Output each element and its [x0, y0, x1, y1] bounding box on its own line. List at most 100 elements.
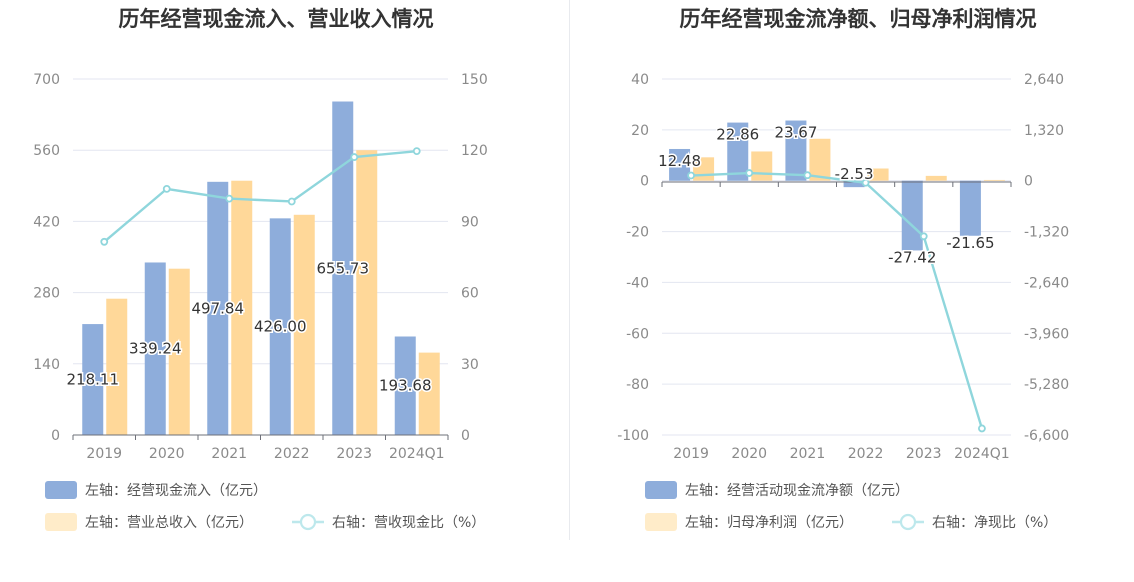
data-label: 339.24 — [129, 340, 182, 358]
right-tick-label: 60 — [461, 286, 479, 302]
legend-swatch-series-1 — [645, 481, 677, 499]
chart-title: 历年经营现金流净额、归母净利润情况 — [680, 7, 1037, 31]
line-point — [687, 171, 695, 180]
left-tick-label: 0 — [51, 428, 60, 444]
right-tick-label: -2,640 — [1024, 275, 1069, 291]
right-tick-label: 2,640 — [1024, 72, 1064, 88]
line-series — [103, 149, 417, 243]
data-label: 655.73 — [317, 260, 370, 278]
bar-series-1 — [394, 336, 416, 435]
line-point — [745, 169, 754, 177]
line-point — [287, 197, 296, 206]
bar-series-2 — [867, 168, 889, 181]
legend-label: 右轴：净现比（%） — [932, 515, 1057, 531]
bar-series-2 — [356, 150, 378, 435]
category-label: 2023 — [906, 446, 942, 462]
line-point — [803, 171, 812, 180]
legend-label: 右轴：营收现金比（%） — [332, 515, 485, 531]
chart-net-cashflow-profit: 历年经营现金流净额、归母净利润情况 -100 -80 -60 -40 -20 0 20 40 -6… — [617, 7, 1069, 531]
bar-series-1 — [144, 262, 166, 435]
left-tick-label: 140 — [33, 357, 60, 373]
line-point — [162, 184, 171, 193]
data-label: 12.48 — [658, 152, 701, 170]
bar-series-1 — [669, 148, 691, 181]
category-label: 2022 — [274, 446, 310, 462]
left-tick-label: 420 — [33, 214, 60, 230]
bar-series-1 — [785, 120, 807, 181]
right-tick-label: -6,600 — [1024, 428, 1069, 444]
bar-series-1 — [332, 101, 354, 435]
data-label: -2.53 — [835, 165, 874, 183]
left-tick-label: 280 — [33, 286, 60, 302]
legend-label: 左轴：经营现金流入（亿元） — [85, 483, 267, 499]
category-label: 2020 — [149, 446, 185, 462]
bar-series-1 — [901, 180, 923, 251]
right-tick-label: 30 — [461, 357, 479, 373]
category-label: 2019 — [86, 446, 122, 462]
legend-swatch-series-2 — [645, 513, 677, 531]
bar-series-1 — [959, 180, 981, 236]
right-tick-label: 1,320 — [1024, 123, 1064, 139]
data-label: 23.67 — [774, 124, 817, 142]
line-point — [978, 424, 986, 433]
data-label: 497.84 — [192, 299, 245, 317]
line-series — [691, 171, 984, 429]
category-label: 2019 — [673, 446, 709, 462]
data-label: 22.86 — [716, 126, 759, 144]
line-point — [412, 147, 421, 156]
bar-series-1 — [269, 218, 291, 435]
bar-series-1 — [727, 122, 749, 181]
legend-label: 左轴：经营活动现金流净额（亿元） — [685, 483, 909, 499]
category-label: 2022 — [848, 446, 884, 462]
right-tick-label: 0 — [1024, 174, 1033, 190]
line-point — [861, 178, 870, 187]
category-label: 2021 — [211, 446, 247, 462]
legend-line-marker — [299, 513, 317, 531]
bar-series-2 — [983, 179, 1005, 181]
bar-series-2 — [925, 175, 947, 181]
bar-series-2 — [293, 214, 315, 435]
bar-series-2 — [168, 268, 190, 435]
left-tick-label: -40 — [626, 275, 649, 291]
panel-divider — [569, 0, 570, 540]
right-tick-label: 90 — [461, 214, 479, 230]
left-tick-label: 20 — [631, 123, 649, 139]
bar-series-1 — [82, 324, 104, 435]
bar-series-2 — [751, 151, 773, 181]
right-tick-label: -3,960 — [1024, 326, 1069, 342]
data-label: 426.00 — [254, 318, 307, 336]
legend-line-marker — [899, 513, 917, 531]
bar-series-2 — [231, 180, 253, 435]
line-point — [100, 237, 109, 246]
data-label: 218.11 — [67, 371, 120, 389]
legend-label: 左轴：营业总收入（亿元） — [85, 515, 253, 531]
category-label: 2023 — [336, 446, 372, 462]
right-tick-label: -1,320 — [1024, 225, 1069, 241]
data-label: -21.65 — [946, 234, 994, 252]
left-tick-label: -80 — [626, 377, 649, 393]
left-tick-label: -100 — [617, 428, 649, 444]
left-tick-label: 40 — [631, 72, 649, 88]
data-label: 193.68 — [379, 377, 432, 395]
category-label: 2021 — [790, 446, 826, 462]
left-tick-label: -60 — [626, 326, 649, 342]
left-tick-label: 560 — [33, 143, 60, 159]
line-point — [225, 194, 234, 203]
left-tick-label: -20 — [626, 225, 649, 241]
bar-series-2 — [809, 138, 831, 181]
bar-series-2 — [106, 298, 128, 435]
left-tick-label: 700 — [33, 72, 60, 88]
right-tick-label: -5,280 — [1024, 377, 1069, 393]
legend-label: 左轴：归母净利润（亿元） — [685, 514, 853, 531]
bar-series-1 — [843, 180, 865, 188]
data-label: -27.42 — [888, 248, 936, 266]
legend-swatch-series-1 — [45, 481, 77, 499]
right-tick-label: 0 — [461, 428, 470, 444]
bar-series-1 — [207, 181, 229, 435]
chart-cash-inflow-revenue: 历年经营现金流入、营业收入情况 0 140 280 420 560 700 0 30 60 90 12… — [33, 7, 488, 531]
line-point — [919, 232, 928, 241]
chart-title: 历年经营现金流入、营业收入情况 — [119, 7, 434, 31]
bar-series-2 — [418, 352, 440, 435]
category-label: 2024Q1 — [954, 446, 1010, 462]
